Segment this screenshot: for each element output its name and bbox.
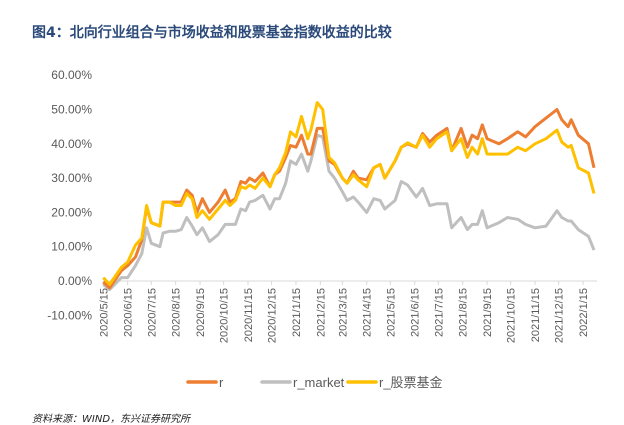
x-tick-label: 2020/8/15 <box>171 288 183 337</box>
x-tick-label: 2021/9/15 <box>482 288 494 337</box>
series-line-r_market <box>102 133 596 292</box>
x-tick-label: 2020/12/15 <box>267 288 279 343</box>
series-line-r_股票基金 <box>102 101 596 286</box>
x-tick-label: 2020/7/15 <box>146 288 158 337</box>
source-note: 资料来源：WIND，东兴证券研究所 <box>32 414 191 425</box>
y-tick-label: 60.00% <box>51 68 92 82</box>
x-tick-label: 2021/10/15 <box>506 288 518 343</box>
x-tick-label: 2021/7/15 <box>433 288 445 337</box>
y-tick-label: 20.00% <box>51 205 92 219</box>
x-tick-label: 2020/10/15 <box>219 288 231 343</box>
x-tick-label: 2021/3/15 <box>337 288 349 337</box>
x-tick-label: 2021/12/15 <box>554 288 566 343</box>
x-tick-label: 2020/9/15 <box>195 288 207 337</box>
x-tick-label: 2021/5/15 <box>385 288 397 337</box>
y-tick-label: 40.00% <box>51 137 92 151</box>
x-tick-label: 2020/5/15 <box>98 288 110 337</box>
legend-label: r_market <box>293 375 345 390</box>
x-tick-label: 2021/1/15 <box>291 288 303 337</box>
y-tick-label: 30.00% <box>51 171 92 185</box>
x-tick-label: 2021/4/15 <box>362 288 374 337</box>
x-tick-label: 2021/11/15 <box>530 288 542 342</box>
y-tick-label: 10.00% <box>51 240 92 254</box>
x-tick-label: 2021/8/15 <box>458 288 470 337</box>
figure-title: 图4：北向行业组合与市场收益和股票基金指数收益的比较 <box>32 25 392 41</box>
y-tick-label: 50.00% <box>51 103 92 117</box>
legend-label: r <box>219 375 224 390</box>
x-tick-label: 2020/6/15 <box>123 288 135 337</box>
x-tick-label: 2021/2/15 <box>315 288 327 337</box>
x-tick-label: 2022/1/15 <box>578 288 590 337</box>
x-tick-label: 2021/6/15 <box>410 288 422 337</box>
x-tick-label: 2020/11/15 <box>243 288 255 342</box>
y-tick-label: 0.00% <box>58 274 92 288</box>
legend-label: r_股票基金 <box>379 375 443 390</box>
y-tick-label: -10.00% <box>47 308 92 322</box>
